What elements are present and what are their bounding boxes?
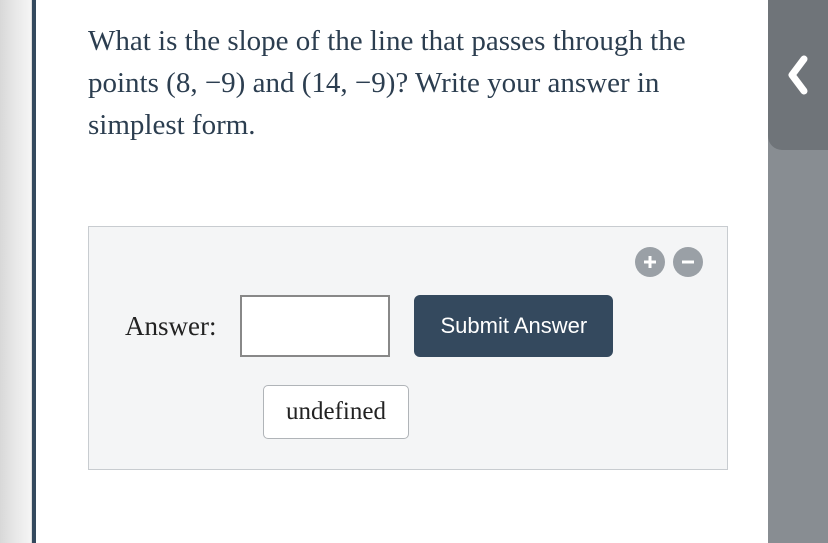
plus-icon	[642, 254, 658, 270]
question-point1: (8, −9)	[166, 67, 245, 99]
undefined-row: undefined	[113, 385, 703, 439]
minus-icon	[680, 254, 696, 270]
undefined-button[interactable]: undefined	[263, 385, 409, 439]
add-button[interactable]	[635, 247, 665, 277]
chevron-left-icon	[784, 53, 812, 97]
answer-label: Answer:	[125, 311, 216, 342]
question-mid: and	[245, 67, 301, 99]
question-text: What is the slope of the line that passe…	[88, 20, 728, 146]
panel-controls	[113, 247, 703, 277]
content-frame: What is the slope of the line that passe…	[32, 0, 768, 543]
question-point2: (14, −9)	[302, 67, 396, 99]
rail-expand-tab[interactable]	[768, 0, 828, 150]
page-binding-edge	[0, 0, 32, 543]
submit-button[interactable]: Submit Answer	[414, 295, 613, 357]
remove-button[interactable]	[673, 247, 703, 277]
question-area: What is the slope of the line that passe…	[36, 0, 768, 176]
answer-input[interactable]	[240, 295, 390, 357]
right-rail	[768, 0, 828, 543]
answer-panel: Answer: Submit Answer undefined	[88, 226, 728, 470]
answer-row: Answer: Submit Answer	[113, 295, 703, 357]
